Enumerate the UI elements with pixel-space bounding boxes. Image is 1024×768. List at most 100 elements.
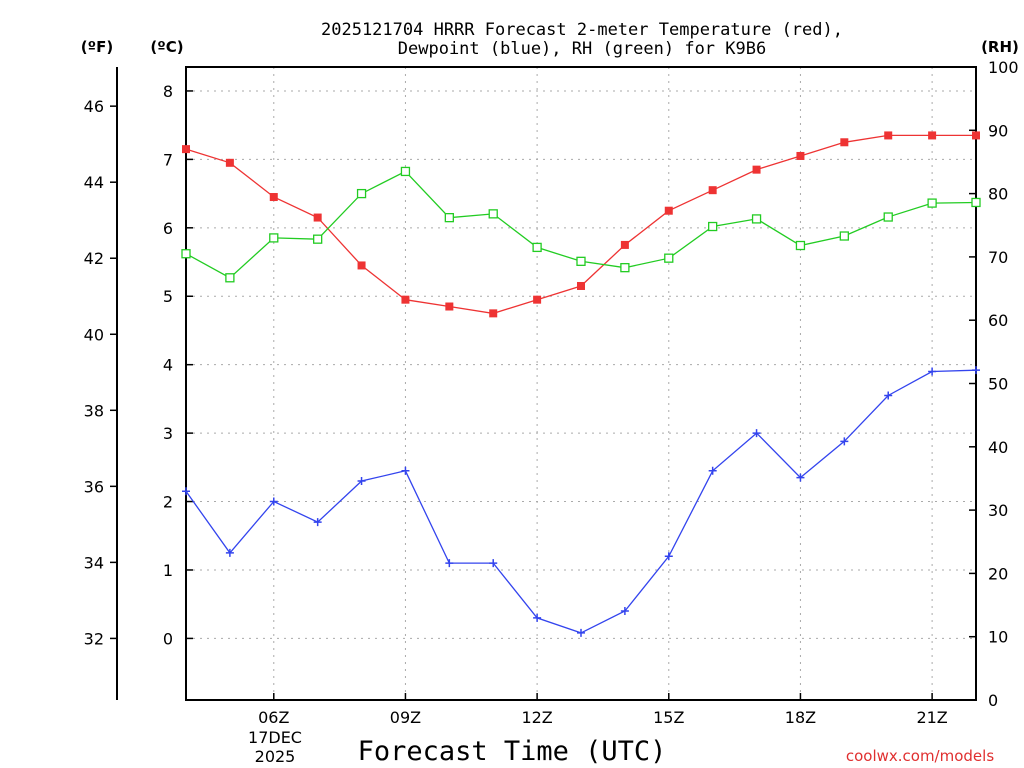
rh-point [488,209,498,219]
rh-point [269,233,279,243]
rh-point [444,213,454,223]
rh-tick-label: 20 [988,564,1008,583]
celsius-tick-label: 8 [163,82,173,101]
temperature-series [182,131,980,318]
rh-point [225,273,235,283]
x-tick-label: 21Z [916,708,947,727]
fahrenheit-tick-label: 38 [84,401,104,420]
rh-tick-label: 60 [988,311,1008,330]
chart-title-line1: 2025121704 HRRR Forecast 2-meter Tempera… [321,20,843,40]
dewpoint-point [489,559,498,568]
rh-point [971,197,981,208]
dewpoint-point [796,473,805,482]
temperature-point [182,145,190,154]
fahrenheit-tick-label: 46 [84,97,104,116]
temperature-point [840,138,849,147]
dewpoint-point [357,477,366,486]
temperature-point [620,240,629,249]
dewpoint-point [182,487,190,496]
temperature-point [928,131,937,140]
fahrenheit-tick-label: 40 [84,325,104,344]
dewpoint-point [533,613,542,622]
fahrenheit-tick-label: 34 [84,553,104,572]
rh-tick-label: 10 [988,628,1008,647]
rh-point [795,240,806,251]
rh-point [181,249,191,259]
temperature-point [269,193,278,202]
x-tick-label: 09Z [390,708,421,727]
celsius-axis-unit: (ºC) [150,38,183,56]
fahrenheit-axis-unit: (ºF) [81,38,113,56]
celsius-tick-label: 5 [163,287,173,306]
fahrenheit-tick-label: 32 [84,629,104,648]
celsius-tick-label: 1 [163,561,173,580]
temperature-point [708,186,717,195]
fahrenheit-tick-label: 44 [84,173,104,192]
celsius-tick-label: 0 [163,629,173,648]
rh-series [181,166,981,283]
dewpoint-line [185,369,977,634]
dewpoint-point [269,497,278,506]
dewpoint-point [972,366,980,375]
rh-tick-label: 40 [988,438,1008,457]
dewpoint-point [620,607,629,616]
rh-point [532,242,542,253]
celsius-tick-label: 3 [163,424,173,443]
axes [116,66,977,701]
rh-point [356,188,367,199]
dewpoint-point [577,628,585,637]
rh-point [576,256,586,266]
rh-point [751,214,762,224]
dewpoint-point [401,466,410,475]
x-tick-label: 06Z [258,708,289,727]
celsius-tick-label: 2 [163,493,173,512]
x-tick-label: 18Z [785,708,816,727]
plot-frame [185,66,977,701]
rh-point [620,263,630,273]
temperature-point [357,261,366,270]
temperature-point [533,295,542,304]
dewpoint-point [884,391,893,400]
rh-point [400,166,411,177]
rh-axis-unit: (RH) [981,38,1019,56]
dewpoint-series [182,366,980,637]
rh-tick-label: 80 [988,185,1008,204]
rh-tick-label: 70 [988,248,1008,267]
rh-point [883,212,893,222]
temperature-point [664,206,673,215]
x-axis-title: Forecast Time (UTC) [358,736,667,767]
fahrenheit-tick-label: 36 [84,477,104,496]
dewpoint-point [664,552,673,561]
temperature-point [225,158,234,167]
temperature-point [972,131,980,140]
date-label-year: 2025 [255,747,296,766]
rh-tick-label: 30 [988,501,1008,520]
fahrenheit-tick-label: 42 [84,249,104,268]
dewpoint-point [928,367,937,376]
x-tick-label: 12Z [521,708,552,727]
celsius-tick-label: 6 [163,219,173,238]
celsius-tick-label: 7 [163,150,173,169]
grid-lines [186,67,976,700]
dewpoint-point [708,466,717,475]
celsius-tick-label: 4 [163,356,173,375]
rh-point [927,198,937,208]
rh-point [839,231,849,241]
rh-tick-label: 100 [988,58,1019,77]
temperature-point [401,295,410,304]
dewpoint-point [313,518,322,527]
data-series [181,131,981,637]
temperature-point [796,151,805,160]
x-tick-label: 15Z [653,708,684,727]
rh-tick-label: 90 [988,121,1008,140]
rh-tick-label: 0 [988,691,998,710]
rh-tick-label: 50 [988,375,1008,394]
watermark: coolwx.com/models [846,747,994,765]
rh-point [664,253,674,263]
temperature-point [445,302,454,311]
dewpoint-point [225,548,234,557]
dewpoint-point [445,559,454,568]
temperature-point [577,281,585,290]
dewpoint-point [752,429,761,438]
